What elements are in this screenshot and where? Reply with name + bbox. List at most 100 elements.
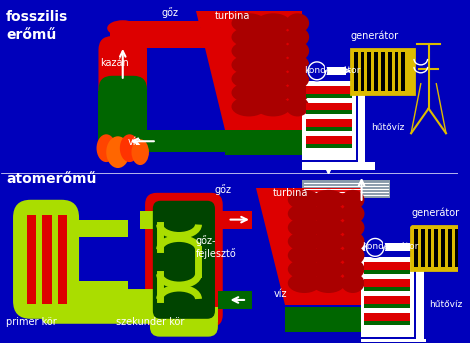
Ellipse shape: [96, 134, 116, 162]
Ellipse shape: [286, 97, 309, 117]
Bar: [306, 86, 352, 94]
Bar: [46, 299, 184, 319]
Bar: [27, 215, 36, 304]
Ellipse shape: [232, 83, 266, 103]
FancyBboxPatch shape: [13, 200, 79, 319]
Ellipse shape: [256, 27, 291, 47]
Bar: [358, 81, 366, 170]
Ellipse shape: [286, 69, 309, 89]
Circle shape: [366, 237, 385, 257]
Ellipse shape: [312, 217, 345, 237]
Bar: [123, 130, 225, 152]
Bar: [360, 244, 404, 251]
Ellipse shape: [232, 69, 266, 89]
FancyBboxPatch shape: [99, 36, 147, 140]
Bar: [123, 21, 200, 43]
Bar: [462, 228, 465, 267]
Bar: [306, 110, 352, 115]
Bar: [416, 257, 424, 343]
Text: generátor: generátor: [351, 31, 399, 41]
Bar: [388, 52, 392, 91]
Text: atomerőmű: atomerőmű: [6, 172, 97, 186]
Bar: [448, 228, 452, 267]
Ellipse shape: [312, 273, 345, 293]
Bar: [110, 28, 135, 43]
Bar: [42, 215, 52, 304]
Ellipse shape: [288, 245, 321, 265]
Text: generátor: generátor: [411, 207, 459, 218]
Ellipse shape: [312, 204, 345, 224]
FancyBboxPatch shape: [41, 289, 189, 324]
Bar: [123, 28, 142, 93]
Ellipse shape: [341, 259, 364, 279]
Bar: [302, 81, 356, 160]
Bar: [99, 91, 147, 145]
Bar: [364, 270, 410, 274]
Text: kondenzátor: kondenzátor: [362, 243, 419, 251]
Ellipse shape: [256, 97, 291, 117]
Ellipse shape: [106, 136, 130, 168]
Ellipse shape: [232, 97, 266, 117]
Bar: [364, 287, 410, 291]
Bar: [140, 211, 160, 228]
Bar: [140, 291, 160, 309]
Bar: [150, 307, 218, 322]
Bar: [421, 228, 425, 267]
Text: víz: víz: [273, 289, 287, 299]
Bar: [306, 103, 352, 110]
Ellipse shape: [312, 259, 345, 279]
Bar: [364, 279, 410, 287]
Bar: [364, 296, 410, 304]
Ellipse shape: [312, 190, 345, 210]
Bar: [123, 28, 239, 48]
Text: hűtővíz: hűtővíz: [430, 300, 463, 309]
Bar: [302, 67, 346, 75]
Bar: [218, 211, 252, 228]
Ellipse shape: [256, 83, 291, 103]
Bar: [364, 304, 410, 308]
Ellipse shape: [132, 139, 149, 165]
Bar: [74, 281, 127, 299]
Ellipse shape: [286, 13, 309, 33]
Ellipse shape: [288, 204, 321, 224]
Ellipse shape: [286, 83, 309, 103]
Bar: [455, 228, 459, 267]
Bar: [364, 321, 410, 325]
Text: turbina: turbina: [273, 188, 309, 198]
Text: gőz: gőz: [162, 7, 179, 18]
Bar: [302, 180, 390, 198]
Ellipse shape: [341, 190, 364, 210]
Bar: [364, 262, 410, 270]
Ellipse shape: [341, 217, 364, 237]
Bar: [428, 228, 431, 267]
Bar: [306, 94, 352, 98]
Bar: [354, 52, 358, 91]
Bar: [401, 52, 405, 91]
Ellipse shape: [286, 27, 309, 47]
Text: szekunder kör: szekunder kör: [116, 317, 184, 327]
Ellipse shape: [286, 41, 309, 61]
Ellipse shape: [288, 217, 321, 237]
Bar: [302, 81, 310, 106]
Ellipse shape: [288, 259, 321, 279]
Ellipse shape: [288, 232, 321, 251]
Bar: [306, 127, 352, 131]
Ellipse shape: [107, 20, 138, 36]
Text: turbina: turbina: [215, 11, 251, 21]
Text: gőz-: gőz-: [196, 235, 216, 246]
Bar: [58, 215, 67, 304]
Bar: [306, 144, 352, 148]
Ellipse shape: [288, 273, 321, 293]
Bar: [441, 228, 445, 267]
Bar: [218, 291, 252, 309]
Text: fosszilis: fosszilis: [6, 10, 69, 24]
Bar: [360, 52, 364, 91]
Ellipse shape: [286, 55, 309, 75]
Bar: [285, 307, 390, 332]
Bar: [74, 220, 127, 237]
Text: fejlesztő: fejlesztő: [196, 248, 236, 259]
Bar: [302, 162, 375, 170]
Bar: [360, 339, 426, 343]
Ellipse shape: [256, 41, 291, 61]
Bar: [381, 52, 385, 91]
